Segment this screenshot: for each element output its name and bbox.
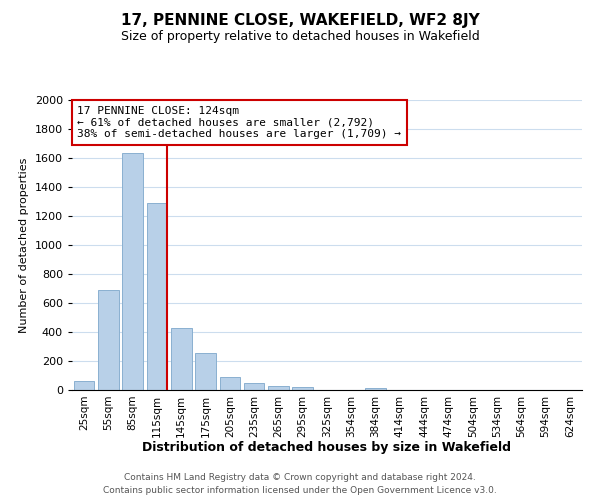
Text: Contains HM Land Registry data © Crown copyright and database right 2024.: Contains HM Land Registry data © Crown c… [124, 474, 476, 482]
Bar [74, 380, 94, 390]
Bar [292, 387, 313, 390]
Bar [195, 353, 216, 390]
Bar [171, 328, 191, 390]
Text: 17 PENNINE CLOSE: 124sqm
← 61% of detached houses are smaller (2,792)
38% of sem: 17 PENNINE CLOSE: 124sqm ← 61% of detach… [77, 106, 401, 139]
Bar [220, 377, 240, 390]
Y-axis label: Number of detached properties: Number of detached properties [19, 158, 29, 332]
Bar [98, 290, 119, 390]
Text: Contains public sector information licensed under the Open Government Licence v3: Contains public sector information licen… [103, 486, 497, 495]
Bar [122, 153, 143, 390]
Bar [365, 388, 386, 390]
Text: 17, PENNINE CLOSE, WAKEFIELD, WF2 8JY: 17, PENNINE CLOSE, WAKEFIELD, WF2 8JY [121, 12, 479, 28]
Text: Distribution of detached houses by size in Wakefield: Distribution of detached houses by size … [143, 441, 511, 454]
Text: Size of property relative to detached houses in Wakefield: Size of property relative to detached ho… [121, 30, 479, 43]
Bar [146, 203, 167, 390]
Bar [268, 386, 289, 390]
Bar [244, 383, 265, 390]
